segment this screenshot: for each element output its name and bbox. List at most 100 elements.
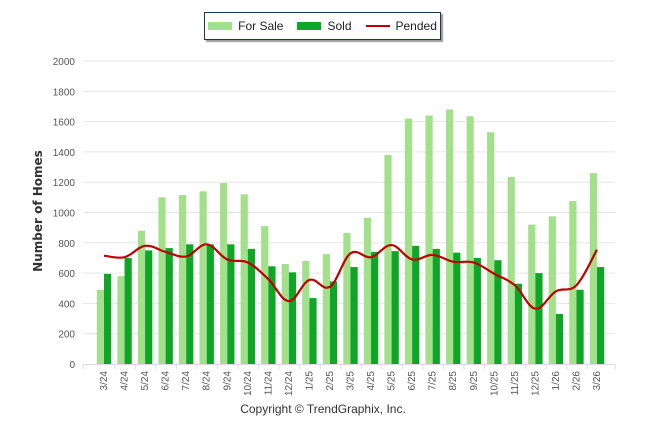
legend-item-for-sale[interactable]: For Sale bbox=[208, 19, 283, 33]
bar-sold bbox=[227, 244, 235, 364]
bar-sold bbox=[473, 257, 481, 364]
bar-for-sale bbox=[363, 217, 372, 364]
bar-for-sale bbox=[117, 276, 125, 364]
bar-sold bbox=[535, 273, 543, 364]
bar-sold bbox=[329, 281, 338, 364]
x-tick-label: 10/25 bbox=[489, 371, 500, 396]
x-tick-label: 9/24 bbox=[222, 371, 233, 391]
bar-for-sale bbox=[261, 226, 269, 364]
y-tick-label: 800 bbox=[58, 239, 75, 250]
bar-sold bbox=[268, 266, 276, 364]
legend-label-pended: Pended bbox=[395, 19, 437, 33]
x-tick-label: 4/25 bbox=[366, 371, 377, 391]
bar-sold bbox=[494, 260, 502, 364]
pended-line bbox=[103, 243, 598, 310]
x-tick-label: 6/25 bbox=[407, 371, 418, 391]
bar-for-sale bbox=[178, 195, 187, 364]
bar-sold bbox=[145, 250, 153, 364]
x-tick-label: 11/24 bbox=[263, 371, 274, 396]
sold-swatch-icon bbox=[297, 22, 322, 30]
y-tick-label: 1600 bbox=[53, 118, 76, 129]
bar-sold bbox=[432, 248, 440, 364]
bar-sold bbox=[309, 298, 317, 364]
legend-item-pended[interactable]: Pended bbox=[365, 19, 437, 33]
bar-sold bbox=[597, 267, 605, 364]
x-tick-label: 11/25 bbox=[510, 371, 521, 396]
x-tick-label: 9/25 bbox=[469, 371, 480, 391]
bar-for-sale bbox=[404, 118, 413, 364]
bar-sold bbox=[391, 251, 399, 364]
bar-sold bbox=[186, 244, 194, 364]
y-tick-label: 200 bbox=[58, 330, 75, 341]
bar-for-sale bbox=[158, 197, 166, 364]
x-tick-label: 3/26 bbox=[592, 371, 603, 391]
x-tick-label: 6/24 bbox=[161, 371, 172, 391]
x-tick-label: 2/26 bbox=[571, 371, 582, 391]
y-tick-label: 1400 bbox=[53, 148, 76, 159]
bar-sold bbox=[453, 252, 461, 364]
bar-for-sale bbox=[343, 232, 351, 364]
x-tick-label: 1/25 bbox=[304, 371, 315, 391]
x-tick-label: 1/26 bbox=[551, 371, 562, 391]
y-axis-label: Number of Homes bbox=[31, 150, 45, 272]
y-tick-label: 1800 bbox=[53, 87, 76, 98]
bar-for-sale bbox=[425, 115, 433, 364]
y-tick-label: 1000 bbox=[53, 209, 76, 220]
x-tick-label: 2/25 bbox=[325, 371, 336, 391]
x-tick-label: 7/25 bbox=[428, 371, 439, 391]
bar-sold bbox=[104, 273, 112, 364]
bar-for-sale bbox=[528, 224, 536, 364]
bar-for-sale bbox=[220, 182, 228, 364]
x-tick-label: 12/25 bbox=[530, 371, 541, 396]
x-tick-label: 3/25 bbox=[346, 371, 357, 391]
bar-sold bbox=[555, 314, 564, 364]
x-tick-label: 5/25 bbox=[387, 371, 398, 391]
bar-for-sale bbox=[466, 116, 474, 364]
x-tick-label: 12/24 bbox=[284, 371, 295, 396]
bar-sold bbox=[165, 248, 173, 364]
y-tick-label: 2000 bbox=[53, 57, 76, 68]
bar-for-sale bbox=[302, 260, 310, 364]
x-tick-label: 3/24 bbox=[99, 371, 110, 391]
y-tick-label: 600 bbox=[58, 269, 75, 280]
legend-label-sold: Sold bbox=[327, 19, 352, 33]
bars bbox=[96, 109, 605, 364]
bar-for-sale bbox=[548, 216, 556, 364]
bar-sold bbox=[514, 283, 523, 364]
bar-sold bbox=[350, 267, 358, 364]
bar-for-sale bbox=[589, 173, 597, 364]
bar-for-sale bbox=[569, 201, 577, 364]
for-sale-swatch-icon bbox=[208, 22, 233, 30]
bar-for-sale bbox=[487, 132, 495, 364]
x-tick-label: 8/25 bbox=[448, 371, 459, 391]
y-axis-ticks: 0 200 400 600 800 1000 1200 1400 1600 1800 2000 bbox=[53, 57, 76, 371]
legend-item-sold[interactable]: Sold bbox=[297, 19, 352, 33]
copyright-text: Copyright © TrendGraphix, Inc. bbox=[240, 402, 406, 416]
bar-for-sale bbox=[281, 264, 289, 364]
pended-line-icon bbox=[365, 25, 390, 27]
x-tick-label: 5/24 bbox=[140, 371, 151, 391]
bar-for-sale bbox=[96, 289, 104, 364]
bar-for-sale bbox=[240, 194, 248, 364]
bar-for-sale bbox=[322, 254, 330, 364]
y-tick-label: 1200 bbox=[53, 178, 76, 189]
legend-label-for-sale: For Sale bbox=[238, 19, 284, 33]
y-tick-label: 400 bbox=[58, 299, 75, 310]
bar-for-sale bbox=[446, 109, 454, 364]
bar-sold bbox=[288, 272, 297, 364]
x-tick-label: 10/24 bbox=[243, 371, 254, 396]
bar-for-sale bbox=[507, 176, 515, 364]
x-tick-label: 7/24 bbox=[181, 371, 192, 391]
bar-for-sale bbox=[137, 230, 146, 364]
x-tick-label: 4/24 bbox=[120, 371, 131, 391]
pended-line-layer bbox=[103, 243, 598, 310]
legend: For Sale Sold Pended bbox=[204, 12, 441, 40]
bar-sold bbox=[124, 257, 132, 364]
x-axis-ticks: 3/24 4/24 5/24 6/24 7/24 8/24 9/24 10/24 11/24 12… bbox=[82, 364, 616, 396]
x-tick-label: 8/24 bbox=[202, 371, 213, 391]
bar-sold bbox=[247, 248, 255, 364]
bar-for-sale bbox=[384, 154, 392, 364]
bar-sold bbox=[576, 289, 584, 364]
y-tick-label: 0 bbox=[69, 360, 75, 371]
